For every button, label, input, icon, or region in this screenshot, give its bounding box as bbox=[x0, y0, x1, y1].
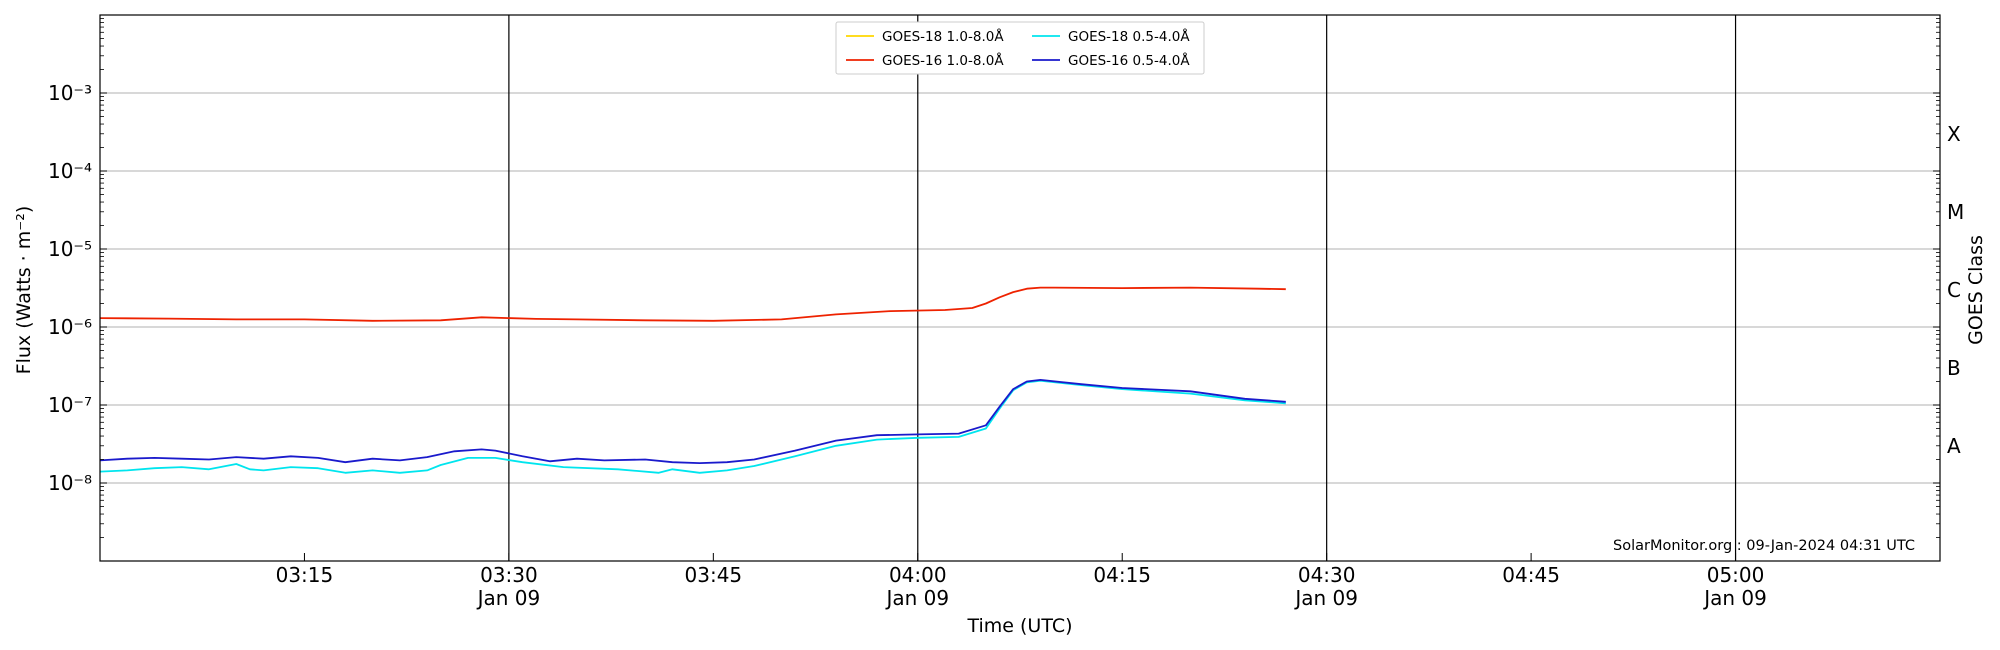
goes-class-B: B bbox=[1947, 356, 1961, 380]
legend: GOES-18 1.0-8.0Å GOES-16 1.0-8.0Å GOES-18 … bbox=[835, 21, 1205, 75]
x-tick-label: 04:30 bbox=[1298, 563, 1356, 587]
x-tick-label: 03:15 bbox=[276, 563, 334, 587]
x-tick-date-label: Jan 09 bbox=[884, 586, 949, 610]
series-line-3 bbox=[99, 379, 1286, 474]
right-axis-label: GOES Class bbox=[1965, 235, 1987, 345]
y-axis-label: Flux (Watts · m⁻²) bbox=[13, 206, 35, 375]
x-tick-date-label: Jan 09 bbox=[1293, 586, 1358, 610]
source-annotation: SolarMonitor.org : 09-Jan-2024 04:31 UTC bbox=[1613, 538, 1915, 554]
series-lines bbox=[99, 286, 1286, 474]
y-tick-label: 10⁻⁶ bbox=[48, 315, 92, 339]
legend-label: GOES-16 0.5-4.0Å bbox=[1068, 52, 1190, 69]
x-tick-label: 03:45 bbox=[685, 563, 743, 587]
y-tick-label: 10⁻³ bbox=[48, 81, 92, 105]
legend-label: GOES-18 1.0-8.0Å bbox=[882, 28, 1004, 45]
x-tick-label: 04:45 bbox=[1502, 563, 1560, 587]
goes-class-M: M bbox=[1947, 200, 1964, 224]
y-axis-ticks: 10⁻⁸ 10⁻⁷ 10⁻⁶ 10⁻⁵ 10⁻⁴ 10⁻³ bbox=[48, 18, 1940, 538]
y-tick-label: 10⁻⁷ bbox=[48, 393, 92, 417]
y-tick-label: 10⁻⁴ bbox=[48, 159, 92, 183]
y-tick-label: 10⁻⁸ bbox=[48, 471, 92, 495]
goes-class-X: X bbox=[1947, 122, 1961, 146]
series-line-2 bbox=[99, 286, 1286, 322]
goes-class-labels: A B C M X bbox=[1947, 122, 1964, 458]
x-tick-label: 04:00 bbox=[889, 563, 947, 587]
x-axis-label: Time (UTC) bbox=[966, 615, 1072, 637]
x-tick-label: 04:15 bbox=[1093, 563, 1151, 587]
goes-class-A: A bbox=[1947, 434, 1961, 458]
legend-label: GOES-16 1.0-8.0Å bbox=[882, 52, 1004, 69]
x-tick-label: 05:00 bbox=[1707, 563, 1765, 587]
series-line-4 bbox=[99, 378, 1286, 465]
legend-box bbox=[835, 21, 1205, 75]
gridlines bbox=[100, 92, 1940, 484]
goes-class-C: C bbox=[1947, 278, 1961, 302]
legend-label: GOES-18 0.5-4.0Å bbox=[1068, 28, 1190, 45]
x-tick-date-label: Jan 09 bbox=[1702, 586, 1767, 610]
x-tick-label: 03:30 bbox=[480, 563, 538, 587]
y-tick-label: 10⁻⁵ bbox=[48, 237, 92, 261]
plot-frame bbox=[99, 14, 1941, 562]
x-tick-date-label: Jan 09 bbox=[476, 586, 541, 610]
major-time-lines bbox=[508, 15, 1737, 561]
